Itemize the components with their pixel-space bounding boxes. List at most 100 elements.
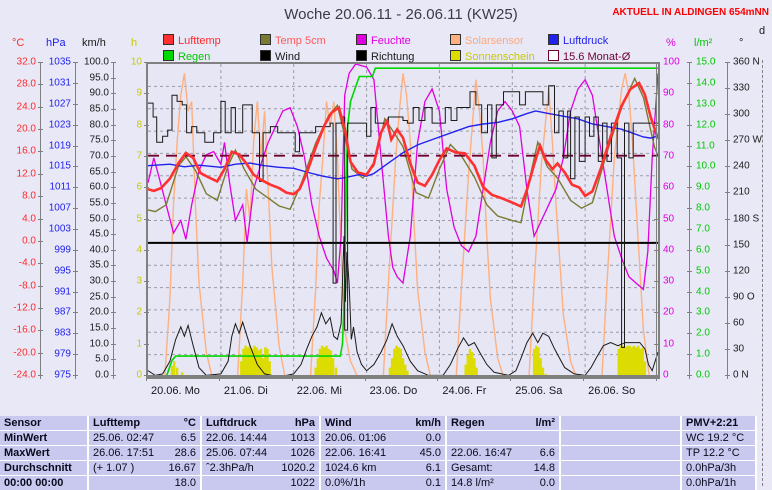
table-cell-text: 0.0%/1h: [325, 477, 366, 489]
axis-tick-mark: [654, 93, 659, 95]
table-cell-text: 14.8 l/m²: [451, 477, 494, 489]
axis-tick-label: 10: [663, 338, 675, 350]
axis-tick-mark: [73, 124, 78, 126]
legend-item-solarsensor: Solarsensor: [450, 34, 524, 47]
axis-tick-label: 1035: [48, 56, 71, 68]
table-cell-value: 45.0: [419, 447, 441, 459]
axis-line-pressure: [75, 62, 76, 379]
x-axis-tick: [583, 377, 585, 381]
legend-label: Temp 5cm: [275, 35, 326, 47]
axis-tick-label: 10.0: [696, 160, 716, 172]
axis-tick-label: 13.0: [696, 98, 716, 110]
axis-tick-label: 55.0: [89, 197, 109, 209]
axis-tick-mark: [111, 187, 116, 189]
axis-tick-label: 1015: [48, 160, 71, 172]
axis-tick-label: 150: [733, 239, 750, 251]
axis-header-humidity: %: [666, 37, 676, 49]
axis-tick-mark: [73, 375, 78, 376]
axis-tick-label: 10: [130, 56, 142, 68]
table-cell-value: 1013: [290, 432, 315, 444]
axis-tick-label: 75.0: [89, 134, 109, 146]
axis-tick-label: 0.0: [22, 235, 36, 247]
axis-tick-mark: [654, 187, 659, 189]
table-cell: WC 19.2 °C: [682, 431, 755, 445]
axis-line-humidity: [656, 62, 657, 379]
x-axis-label: 25.06. Sa: [515, 385, 563, 397]
axis-tick-label: 14.0: [696, 77, 716, 89]
axis-tick-label: 12.0: [696, 119, 716, 131]
axis-header-temp: °C: [12, 37, 25, 49]
legend-item-lufttemp: Lufttemp: [163, 34, 221, 47]
table-cell: 25.06. 07:44 1026: [202, 446, 319, 460]
axis-tick-mark: [144, 62, 149, 63]
table-cell: [561, 476, 680, 490]
axis-tick-mark: [73, 208, 78, 210]
axis-tick-mark: [654, 343, 659, 345]
axis-tick-label: 30: [733, 343, 745, 355]
axis-header-d: d: [759, 25, 766, 37]
axis-tick-label: 80.0: [89, 119, 109, 131]
axis-tick-label: 6.0: [696, 244, 710, 256]
axis-tick-label: 35.0: [89, 259, 109, 271]
legend-item-wind: Wind: [260, 50, 300, 63]
axis-tick-mark: [73, 145, 78, 147]
page-title: Woche 20.06.11 - 26.06.11 (KW25): [284, 6, 518, 23]
table-cell-text: Sensor: [4, 417, 42, 429]
table-cell: 22.06. 14:44 1013: [202, 431, 319, 445]
axis-tick-label: 360 N: [733, 56, 760, 68]
axis-tick-label: 1.0: [696, 348, 710, 360]
axis-tick-mark: [38, 218, 43, 220]
table-cell-text: 0.0hPa/1h: [686, 477, 737, 489]
axis-tick-mark: [144, 312, 149, 314]
axis-tick-label: 16.0: [16, 145, 36, 157]
table-cell-value: 18.0: [174, 477, 196, 489]
axis-tick-label: 100.0: [83, 56, 109, 68]
axis-tick-label: 6: [136, 181, 142, 193]
axis-tick-label: 8.0: [22, 190, 36, 202]
axis-tick-mark: [73, 270, 78, 272]
axis-tick-mark: [111, 93, 116, 95]
table-cell-text: Lufttemp: [93, 417, 141, 429]
axis-tick-label: 120: [733, 265, 750, 277]
axis-tick-mark: [687, 145, 692, 147]
plot-area: [146, 62, 660, 379]
x-axis-tick: [656, 377, 657, 381]
axis-tick-mark: [73, 82, 78, 84]
axis-tick-mark: [111, 281, 116, 283]
axis-tick-label: 1027: [48, 98, 71, 110]
axis-tick-mark: [725, 348, 730, 350]
axis-tick-mark: [725, 140, 730, 142]
axis-tick-label: 70.0: [89, 150, 109, 162]
table-cell-text: Durchschnitt: [4, 462, 72, 474]
legend-label: Luftdruck: [563, 35, 609, 47]
axis-tick-label: 9: [136, 87, 142, 99]
legend-swatch-icon: [450, 50, 461, 61]
table-cell-value: 0.0: [425, 432, 441, 444]
axis-tick-label: 4.0: [22, 213, 36, 224]
legend-item-luftdruck: Luftdruck: [548, 34, 609, 47]
table-cell-value: 0.0: [539, 477, 555, 489]
axis-tick-mark: [111, 312, 116, 314]
axis-tick-mark: [38, 285, 43, 287]
table-cell: 22.06. 16:47 6.6: [447, 446, 559, 460]
axis-tick-label: 50.0: [89, 213, 109, 224]
axis-tick-label: 1031: [48, 77, 71, 89]
axis-tick-label: 90.0: [89, 87, 109, 99]
x-axis-tick: [510, 377, 512, 381]
legend-label: Sonnenschein: [465, 51, 535, 63]
axis-tick-mark: [144, 218, 149, 220]
axis-tick-mark: [73, 291, 78, 293]
axis-tick-mark: [687, 187, 692, 189]
table-cell-value: 6.6: [539, 447, 555, 459]
axis-tick-mark: [38, 129, 43, 131]
legend-item-temp-5cm: Temp 5cm: [260, 34, 326, 47]
axis-tick-label: 80: [663, 119, 675, 131]
axis-tick-label: 991: [54, 286, 71, 297]
table-cell: ˆ2.3hPa/h 1020.2: [202, 461, 319, 475]
axis-tick-label: 25.0: [89, 291, 109, 303]
axis-tick-mark: [654, 375, 659, 376]
axis-header-windspeed: km/h: [82, 37, 106, 49]
axis-tick-label: 50: [663, 213, 675, 224]
axis-tick-label: 5.0: [95, 353, 109, 365]
axis-tick-mark: [38, 151, 43, 153]
